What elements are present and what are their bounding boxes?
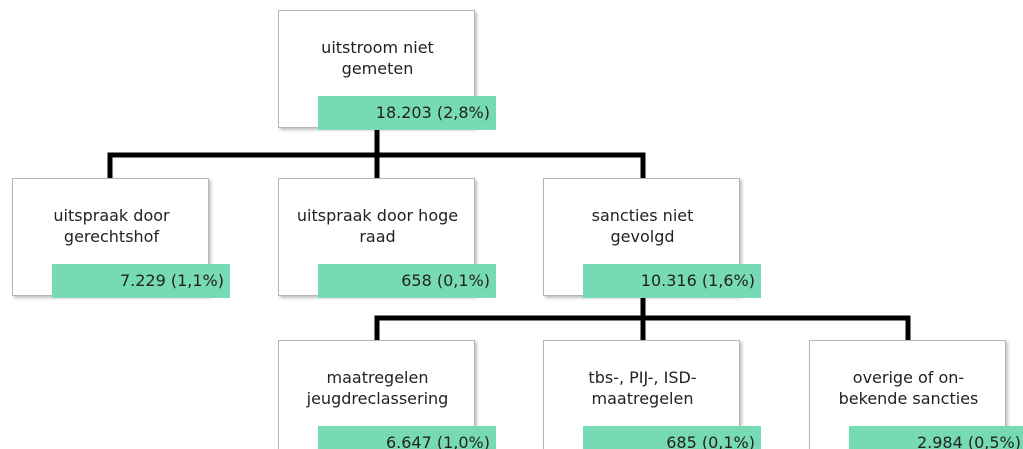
label-line: gevolgd [610,227,675,246]
node-label: sancties niet gevolgd [544,205,741,247]
label-line: sancties niet [591,206,694,225]
label-line: uitspraak door hoge [296,206,459,225]
node-label: tbs-, PIJ-, ISD-maatregelen [544,367,741,409]
node-value: 685 (0,1%) [583,426,761,449]
label-line: gerechtshof [63,227,160,246]
node-value: 2.984 (0,5%) [849,426,1023,449]
node-label: uitspraak door gerechtshof [13,205,210,247]
node-label: maatregelen jeugdreclassering [279,367,476,409]
node-label: uitstroom niet gemeten [279,37,476,79]
label-line: uitspraak door [53,206,170,225]
label-line: raad [359,227,396,246]
node-value: 658 (0,1%) [318,264,496,298]
label-line: uitstroom niet [321,38,434,57]
label-line: maatregelen [591,389,694,408]
node-value: 18.203 (2,8%) [318,96,496,130]
label-line: overige of on- [852,368,965,387]
node-value: 10.316 (1,6%) [583,264,761,298]
connector [107,127,646,181]
label-line: jeugdreclassering [306,389,449,408]
label-line: tbs-, PIJ-, ISD- [588,368,697,387]
label-line: maatregelen [326,368,429,387]
node-value: 6.647 (1,0%) [318,426,496,449]
label-line: bekende sancties [838,389,979,408]
node-label: overige of on-bekende sancties [810,367,1007,409]
node-label: uitspraak door hoge raad [279,205,476,247]
node-value: 7.229 (1,1%) [52,264,230,298]
label-line: gemeten [341,59,414,78]
connector [374,289,911,343]
